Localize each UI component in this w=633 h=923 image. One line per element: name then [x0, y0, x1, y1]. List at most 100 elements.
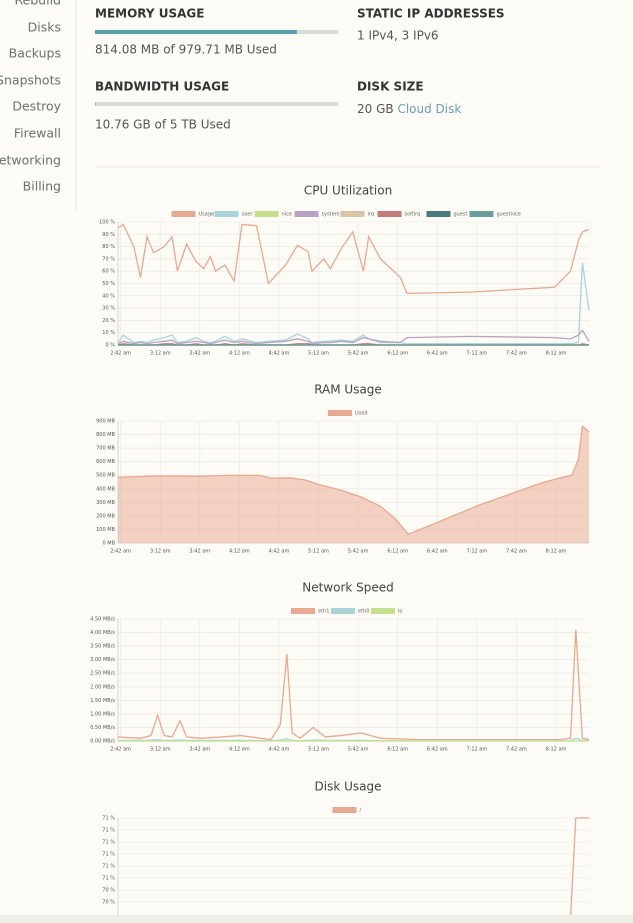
disk-size-label: DISK SIZE	[357, 80, 424, 94]
bandwidth-text: 10.76 GB of 5 TB Used	[95, 118, 231, 132]
y-tick-label: 60 %	[102, 269, 115, 275]
x-tick-label: 7:12 am	[466, 747, 487, 753]
series-area	[118, 426, 589, 543]
y-tick-label: 71 %	[102, 876, 115, 882]
y-tick-label: 0 MB	[102, 541, 115, 547]
x-tick-label: 6:12 am	[387, 351, 408, 357]
x-tick-label: 3:12 am	[150, 549, 171, 555]
legend-label: system	[322, 212, 340, 218]
legend-swatch	[214, 211, 239, 217]
y-tick-label: 71 %	[102, 864, 115, 870]
x-tick-label: 6:42 am	[427, 351, 448, 357]
x-tick-label: 7:12 am	[466, 351, 487, 357]
sidebar-link[interactable]: Snapshots	[0, 73, 61, 88]
x-tick-label: 2:42 am	[110, 549, 131, 555]
y-tick-label: 800 MB	[96, 432, 115, 438]
x-tick-label: 2:42 am	[110, 351, 131, 357]
x-tick-label: 5:42 am	[348, 351, 369, 357]
y-tick-label: 300 MB	[96, 500, 115, 506]
y-tick-label: 1.00 MB/s	[90, 711, 115, 717]
sidebar-link[interactable]: Billing	[23, 179, 61, 194]
y-tick-label: 0.50 MB/s	[90, 725, 115, 731]
legend-swatch	[171, 211, 196, 217]
y-tick-label: 90 %	[102, 232, 115, 238]
disk-kind: Cloud Disk	[397, 102, 461, 116]
x-tick-label: 3:42 am	[189, 549, 210, 555]
x-tick-label: 5:42 am	[348, 747, 369, 753]
sidebar-link[interactable]: Destroy	[12, 99, 61, 114]
y-tick-label: 2.00 MB/s	[90, 684, 115, 690]
y-tick-label: 71 %	[102, 828, 115, 834]
sidebar-link[interactable]: Rebuild	[14, 0, 61, 8]
legend-label: /	[360, 808, 362, 814]
progress-track	[95, 102, 338, 106]
series-line	[117, 425, 590, 535]
x-tick-label: 3:12 am	[150, 351, 171, 357]
legend-label: Usage	[199, 212, 215, 218]
chart-title: Network Speed	[302, 581, 394, 595]
legend-label: user	[242, 212, 254, 218]
y-tick-label: 10 %	[102, 330, 115, 336]
x-tick-label: 6:12 am	[387, 549, 408, 555]
x-tick-label: 8:12 am	[546, 351, 567, 357]
y-tick-label: 71 %	[102, 840, 115, 846]
legend-label: lo	[398, 609, 402, 615]
series-line	[117, 329, 590, 345]
legend-label: Used	[355, 411, 368, 417]
bandwidth-label: BANDWIDTH USAGE	[95, 80, 229, 94]
y-tick-label: 100 MB	[96, 527, 115, 533]
y-tick-label: 3.50 MB/s	[90, 644, 115, 650]
y-tick-label: 100 %	[99, 220, 115, 226]
y-tick-label: 400 MB	[96, 486, 115, 492]
y-tick-label: 2.50 MB/s	[90, 671, 115, 677]
x-tick-label: 3:42 am	[189, 747, 210, 753]
y-tick-label: 0.00 MB/s	[90, 739, 115, 745]
y-tick-label: 50 %	[102, 281, 115, 287]
sidebar-link[interactable]: Firewall	[14, 126, 61, 141]
sidebar-link[interactable]: Backups	[9, 46, 61, 61]
y-tick-label: 20 %	[102, 318, 115, 324]
legend-swatch	[254, 211, 279, 217]
x-tick-label: 8:12 am	[546, 747, 567, 753]
legend-label: eth0	[358, 609, 369, 615]
y-tick-label: 4.00 MB/s	[90, 630, 115, 636]
legend-label: guest	[454, 212, 468, 218]
legend-swatch	[294, 211, 319, 217]
y-tick-label: 4.50 MB/s	[90, 617, 115, 623]
legend-swatch	[469, 211, 494, 217]
legend-swatch	[331, 608, 355, 614]
x-tick-label: 2:42 am	[110, 747, 131, 753]
legend-swatch	[371, 608, 395, 614]
x-tick-label: 6:42 am	[427, 549, 448, 555]
legend-label: softirq	[405, 212, 421, 218]
y-tick-label: 600 MB	[96, 459, 115, 465]
x-tick-label: 4:12 am	[229, 351, 250, 357]
progress-fill	[95, 102, 96, 106]
legend-label: irq	[368, 212, 375, 218]
sidebar-link[interactable]: Networking	[0, 153, 61, 168]
legend-label: nice	[282, 212, 292, 218]
y-tick-label: 900 MB	[96, 419, 115, 425]
sidebar-link[interactable]: Disks	[28, 20, 61, 35]
x-tick-label: 7:42 am	[506, 549, 527, 555]
x-tick-label: 5:12 am	[308, 351, 329, 357]
y-tick-label: 80 %	[102, 244, 115, 250]
legend-swatch	[291, 608, 315, 614]
y-tick-label: 71 %	[102, 816, 115, 822]
x-tick-label: 5:12 am	[308, 549, 329, 555]
x-tick-label: 8:12 am	[546, 549, 567, 555]
x-tick-label: 7:42 am	[506, 351, 527, 357]
footer-band	[0, 915, 633, 923]
chart-title: RAM Usage	[314, 383, 382, 397]
y-tick-label: 70 %	[102, 900, 115, 906]
legend-swatch	[377, 211, 402, 217]
progress-fill	[95, 30, 297, 34]
y-tick-label: 70 %	[102, 256, 115, 262]
x-tick-label: 5:12 am	[308, 747, 329, 753]
series-line	[569, 817, 589, 919]
x-tick-label: 6:42 am	[427, 747, 448, 753]
static-ip-label: STATIC IP ADDRESSES	[357, 7, 505, 21]
chart-title: CPU Utilization	[304, 184, 392, 198]
legend-label: eth1	[318, 609, 329, 615]
